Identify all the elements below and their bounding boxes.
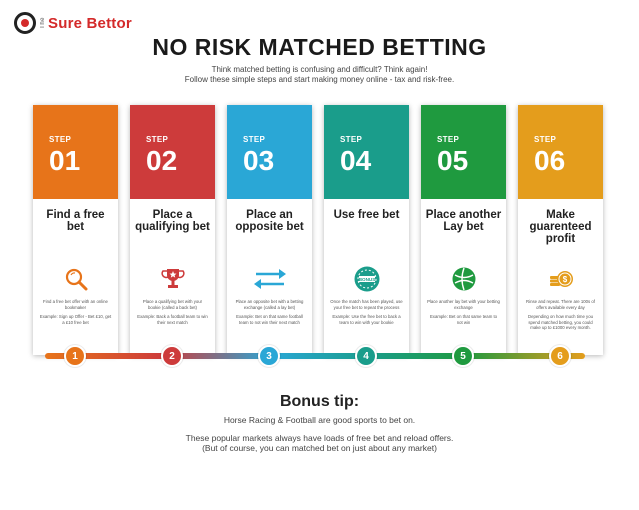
step-label: STEP bbox=[243, 135, 266, 144]
brand-logo[interactable]: The Sure Bettor bbox=[14, 12, 132, 34]
bonus-tip-line-3: (But of course, you can matched bet on j… bbox=[202, 443, 437, 453]
progress-timeline bbox=[45, 353, 585, 359]
step-number: 02 bbox=[146, 145, 178, 176]
bonus-tip-title: Bonus tip: bbox=[279, 393, 360, 410]
step-card-3: STEP 03 Place an opposite bet Place an o… bbox=[227, 105, 312, 355]
step-desc-example: Depending on how much time you spend mat… bbox=[528, 314, 593, 330]
timeline-dot-4: 4 bbox=[355, 345, 377, 367]
page-subtitle: Think matched betting is confusing and d… bbox=[0, 65, 639, 85]
step-card-header: STEP 02 bbox=[130, 105, 215, 199]
trophy-icon bbox=[130, 259, 215, 299]
step-card-header: STEP 06 bbox=[518, 105, 603, 199]
subtitle-line-2: Follow these simple steps and start maki… bbox=[184, 75, 455, 84]
timeline-dot-5: 5 bbox=[452, 345, 474, 367]
step-number: 06 bbox=[534, 145, 566, 176]
step-label: STEP bbox=[340, 135, 363, 144]
step-number: 01 bbox=[49, 145, 81, 176]
step-card-2: STEP 02 Place a qualifying bet Place a q… bbox=[130, 105, 215, 355]
step-card-header: STEP 04 bbox=[324, 105, 409, 199]
coins-icon: $ bbox=[518, 259, 603, 299]
football-icon bbox=[421, 259, 506, 299]
bonus-tip-line-1: Horse Racing & Football are good sports … bbox=[223, 415, 416, 425]
step-label: STEP bbox=[437, 135, 460, 144]
step-description: Place a qualifying bet with your bookie … bbox=[130, 299, 215, 325]
step-title: Make guarenteed profit bbox=[529, 209, 592, 245]
timeline-dot-6: 6 bbox=[549, 345, 571, 367]
step-desc-example: Example: Bet on that same team to not wi… bbox=[429, 314, 498, 325]
step-title: Use free bet bbox=[333, 209, 400, 221]
step-label: STEP bbox=[49, 135, 72, 144]
step-title: Place a qualifying bet bbox=[135, 209, 210, 233]
step-card-6: STEP 06 Make guarenteed profit $ Rinse a… bbox=[518, 105, 603, 355]
step-desc-example: Example: Use the free bet to back a team… bbox=[332, 314, 401, 325]
target-logo-icon bbox=[14, 12, 36, 34]
step-card-header: STEP 03 bbox=[227, 105, 312, 199]
step-card-1: STEP 01 Find a free bet Find a free bet … bbox=[33, 105, 118, 355]
bonus-chip-icon: BONUS bbox=[324, 259, 409, 299]
magnifier-icon bbox=[33, 259, 118, 299]
step-desc-line: Rinse and repeat. There are 100s of offe… bbox=[526, 299, 595, 310]
svg-text:$: $ bbox=[562, 275, 567, 284]
step-card-5: STEP 05 Place another Lay bet Place anot… bbox=[421, 105, 506, 355]
step-desc-example: Example: Sign up Offer - Bet £10, get a … bbox=[39, 314, 112, 325]
page-title: NO RISK MATCHED BETTING bbox=[152, 34, 487, 60]
step-card-header: STEP 01 bbox=[33, 105, 118, 199]
step-desc-example: Example: Bet on that same football team … bbox=[236, 314, 303, 325]
step-desc-line: Place a qualifying bet with your bookie … bbox=[142, 299, 203, 310]
step-number: 05 bbox=[437, 145, 469, 176]
step-description: Find a free bet offer with an online boo… bbox=[33, 299, 118, 325]
timeline-dot-1: 1 bbox=[64, 345, 86, 367]
brand-prefix: The bbox=[40, 17, 46, 29]
bonus-tip-line-2: These popular markets always have loads … bbox=[185, 433, 454, 443]
step-description: Place an opposite bet with a betting exc… bbox=[227, 299, 312, 325]
step-description: Rinse and repeat. There are 100s of offe… bbox=[518, 299, 603, 331]
step-label: STEP bbox=[146, 135, 169, 144]
timeline-dot-2: 2 bbox=[161, 345, 183, 367]
step-desc-line: Find a free bet offer with an online boo… bbox=[43, 299, 108, 310]
step-title: Place an opposite bet bbox=[235, 209, 304, 233]
step-card-4: STEP 04 Use free bet BONUS Once the matc… bbox=[324, 105, 409, 355]
timeline-dot-3: 3 bbox=[258, 345, 280, 367]
swap-arrows-icon bbox=[227, 259, 312, 299]
step-desc-line: Place another lay bet with your betting … bbox=[427, 299, 500, 310]
step-description: Once the match has been played, use your… bbox=[324, 299, 409, 325]
step-card-header: STEP 05 bbox=[421, 105, 506, 199]
step-title: Find a free bet bbox=[46, 209, 105, 233]
step-label: STEP bbox=[534, 135, 557, 144]
svg-text:BONUS: BONUS bbox=[358, 277, 375, 282]
step-desc-line: Once the match has been played, use your… bbox=[330, 299, 403, 310]
step-number: 03 bbox=[243, 145, 275, 176]
brand-name: Sure Bettor bbox=[48, 14, 132, 32]
step-title: Place another Lay bet bbox=[425, 209, 502, 233]
subtitle-line-1: Think matched betting is confusing and d… bbox=[211, 65, 428, 74]
step-desc-example: Example: Back a football team to win the… bbox=[137, 314, 208, 325]
step-description: Place another lay bet with your betting … bbox=[421, 299, 506, 325]
step-number: 04 bbox=[340, 145, 372, 176]
step-desc-line: Place an opposite bet with a betting exc… bbox=[235, 299, 304, 310]
